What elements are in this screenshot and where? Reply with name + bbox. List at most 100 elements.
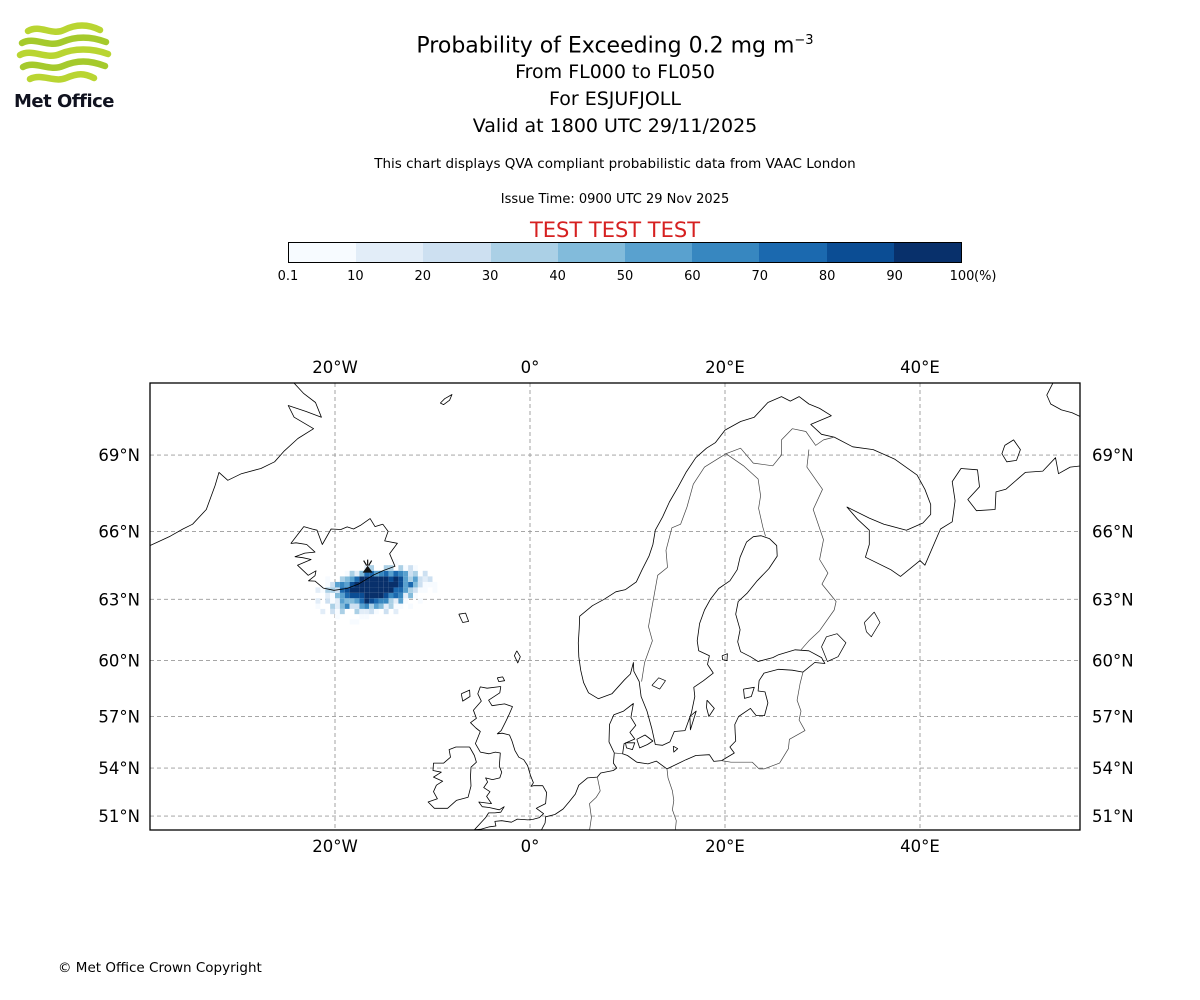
probability-cell	[330, 598, 336, 604]
probability-cell	[364, 581, 370, 588]
probability-cell	[417, 581, 423, 588]
probability-cell	[359, 587, 365, 593]
probability-cell	[330, 581, 336, 588]
colorbar-tick-label: 0.1	[277, 269, 299, 284]
probability-cell	[320, 608, 326, 615]
latitude-tick-label-left: 51°N	[98, 807, 140, 826]
probability-cell	[354, 592, 360, 599]
probability-cell	[413, 570, 418, 577]
longitude-tick-label-top: 20°E	[705, 358, 745, 377]
probability-cell	[408, 576, 414, 582]
probability-cell	[388, 598, 394, 604]
probability-cell	[349, 570, 355, 577]
probability-cell	[369, 608, 375, 615]
probability-cell	[432, 581, 438, 588]
probability-cell	[383, 603, 389, 609]
probability-cell	[354, 598, 360, 604]
probability-cell	[359, 603, 365, 609]
colorbar-unit-label: (%)	[974, 269, 997, 284]
probability-cell	[393, 570, 399, 577]
probability-cell	[383, 576, 389, 582]
probability-cell	[403, 581, 409, 588]
latitude-tick-label-right: 66°N	[1092, 522, 1134, 541]
probability-cell	[393, 559, 399, 566]
country-border	[614, 752, 623, 755]
colorbar-tick-label: 90	[886, 269, 903, 284]
probability-cell	[359, 608, 365, 615]
probability-cell	[344, 592, 350, 599]
coastline	[625, 742, 636, 750]
probability-cell	[330, 608, 336, 615]
probability-cell	[349, 581, 355, 588]
probability-cell	[335, 614, 340, 620]
latitude-tick-label-right: 57°N	[1092, 707, 1134, 726]
country-border	[725, 453, 766, 537]
probability-cell	[374, 603, 379, 609]
longitude-tick-label-top: 40°E	[900, 358, 940, 377]
probability-cell	[359, 576, 365, 582]
probability-cell	[344, 598, 350, 604]
probability-cell	[349, 592, 355, 599]
probability-cell	[422, 587, 428, 593]
probability-cell	[354, 576, 360, 582]
colorbar-tick-label: 80	[818, 269, 836, 284]
probability-cell	[398, 565, 404, 571]
volcano-marker	[362, 565, 373, 573]
colorbar-gradient	[288, 242, 962, 263]
latitude-tick-label-right: 51°N	[1092, 807, 1134, 826]
probability-cell	[383, 598, 389, 604]
probability-cell	[388, 576, 394, 582]
colorbar: 0.1 10 20 30 40 50 60 70 80 90 100 (%)	[278, 242, 1028, 284]
chart-title-exponent: −3	[794, 33, 814, 48]
probability-cell	[339, 603, 345, 609]
met-office-logo-waves	[16, 22, 112, 83]
colorbar-segment	[423, 243, 491, 262]
probability-cell	[364, 608, 370, 615]
probability-cell	[413, 592, 418, 599]
coastline	[514, 650, 521, 664]
probability-cell	[374, 592, 379, 599]
probability-cell	[383, 608, 389, 615]
probability-cell	[369, 598, 375, 604]
colorbar-tick-row: 0.1 10 20 30 40 50 60 70 80 90 100 (%)	[278, 263, 1028, 284]
coastline	[496, 676, 505, 682]
probability-cell	[432, 587, 438, 593]
probability-cell	[413, 587, 418, 593]
coastline	[290, 518, 398, 591]
colorbar-tick-label: 20	[414, 269, 432, 284]
probability-cell	[403, 592, 409, 599]
latitude-tick-label-right: 69°N	[1092, 446, 1134, 465]
probability-cell	[349, 576, 355, 582]
probability-cell	[383, 592, 389, 599]
probability-cell	[339, 598, 345, 604]
probability-cell	[359, 570, 365, 577]
probability-cell	[364, 587, 370, 593]
colorbar-segment	[893, 243, 962, 262]
colorbar-segment	[625, 243, 693, 262]
probability-cell	[383, 587, 389, 593]
probability-cell	[383, 581, 389, 588]
country-border	[589, 777, 601, 830]
colorbar-segment	[826, 243, 894, 262]
probability-cell	[427, 576, 433, 582]
probability-cell	[339, 587, 345, 593]
probability-cell	[378, 587, 384, 593]
coastline	[1046, 383, 1080, 417]
probability-cell	[369, 587, 375, 593]
probability-cell	[344, 587, 350, 593]
probability-cell	[354, 608, 360, 615]
probability-cell	[335, 608, 340, 615]
flight-level-line: From FL000 to FL050	[515, 61, 715, 84]
probability-cell	[413, 576, 418, 582]
probability-cell	[325, 598, 331, 604]
probability-cell	[393, 587, 399, 593]
probability-cell	[378, 603, 384, 609]
probability-cell	[335, 581, 340, 588]
probability-cell	[335, 592, 340, 599]
coastline	[636, 734, 654, 749]
probability-cell	[374, 608, 379, 615]
probability-cell	[349, 619, 355, 625]
probability-cell	[369, 592, 375, 599]
